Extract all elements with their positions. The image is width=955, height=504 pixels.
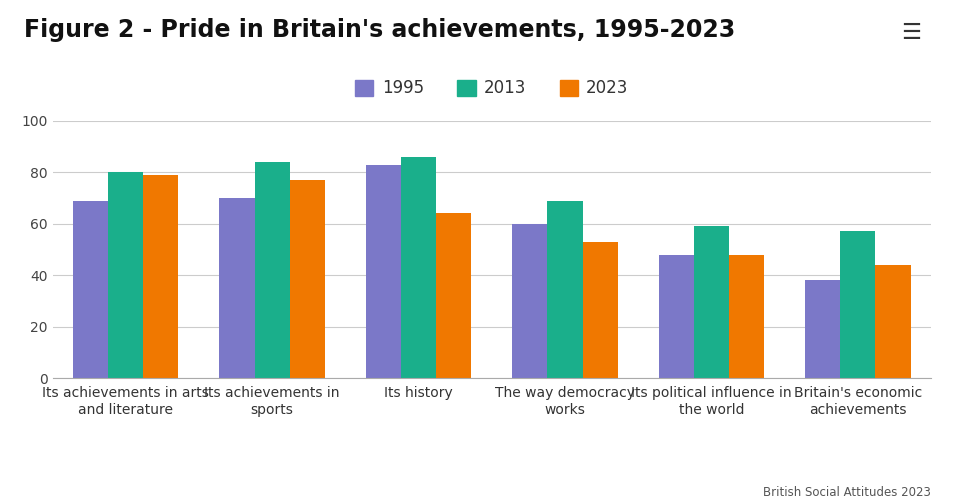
Bar bbox=[220, 198, 255, 378]
Bar bbox=[436, 214, 472, 378]
Bar bbox=[366, 165, 401, 378]
Bar bbox=[840, 231, 876, 378]
Bar bbox=[512, 224, 547, 378]
Bar bbox=[255, 162, 289, 378]
Bar bbox=[876, 265, 911, 378]
Bar bbox=[729, 255, 764, 378]
Bar bbox=[659, 255, 694, 378]
Text: British Social Attitudes 2023: British Social Attitudes 2023 bbox=[763, 486, 931, 499]
Bar bbox=[73, 201, 108, 378]
Legend: 1995, 2013, 2023: 1995, 2013, 2023 bbox=[349, 73, 635, 104]
Text: ☰: ☰ bbox=[902, 23, 922, 43]
Bar bbox=[547, 201, 583, 378]
Bar bbox=[108, 172, 143, 378]
Bar bbox=[289, 180, 325, 378]
Bar bbox=[805, 280, 840, 378]
Bar bbox=[694, 226, 729, 378]
Bar bbox=[583, 242, 618, 378]
Text: Figure 2 - Pride in Britain's achievements, 1995-2023: Figure 2 - Pride in Britain's achievemen… bbox=[24, 18, 735, 42]
Bar bbox=[401, 157, 436, 378]
Bar bbox=[143, 175, 179, 378]
